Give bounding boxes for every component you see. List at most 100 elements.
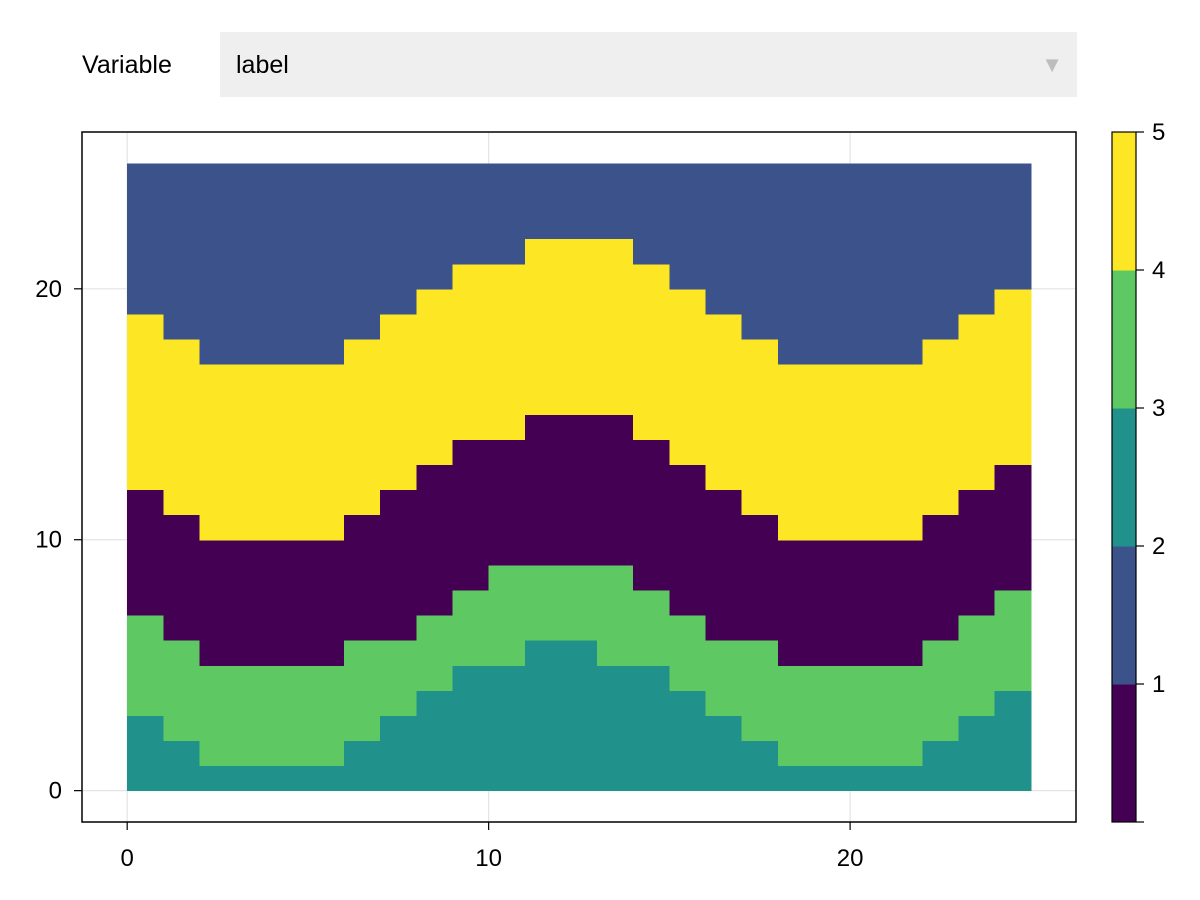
colorbar: 1 2 3 4 5 <box>1111 119 1165 823</box>
heatmap-cell-level-1 <box>994 464 1032 591</box>
heatmap-cell-level-5 <box>958 313 996 491</box>
heatmap-cell-level-1 <box>958 489 996 616</box>
heatmap-cell-level-2 <box>488 163 526 265</box>
heatmap-cell-level-2 <box>597 163 634 240</box>
heatmap-cell-level-2 <box>813 163 851 365</box>
heatmap-cell-level-4 <box>560 564 598 641</box>
heatmap-cell-level-5 <box>560 238 598 415</box>
heatmap-cell-level-2 <box>452 163 490 265</box>
heatmap-cell-level-4 <box>669 615 707 691</box>
heatmap-cell-level-3 <box>235 765 273 792</box>
heatmap-cell-level-2 <box>163 163 201 340</box>
colorbar-tick-label: 2 <box>1152 533 1165 560</box>
heatmap-cell-level-5 <box>886 364 923 541</box>
variable-dropdown[interactable]: label ▼ <box>220 32 1077 97</box>
heatmap-cell-level-2 <box>777 163 815 365</box>
heatmap-cell-level-3 <box>524 640 562 792</box>
heatmap-cell-level-3 <box>307 765 345 792</box>
x-tick-label: 10 <box>475 845 502 872</box>
heatmap-cell-level-1 <box>777 539 815 666</box>
heatmap-cell-level-2 <box>886 163 923 365</box>
heatmap-cell-level-3 <box>777 765 815 792</box>
heatmap-cell-level-4 <box>488 564 526 666</box>
y-tick-label: 20 <box>35 276 62 303</box>
heatmap-cell-level-1 <box>922 514 960 641</box>
heatmap-cell-level-1 <box>235 539 273 666</box>
heatmap-cell-level-3 <box>922 740 960 792</box>
heatmap-cell-level-2 <box>380 163 417 315</box>
heatmap-cell-level-1 <box>416 464 454 616</box>
heatmap-cell-level-2 <box>344 163 381 340</box>
heatmap-cell-level-4 <box>813 665 851 767</box>
heatmap-cell-level-2 <box>524 163 562 240</box>
heatmap-cell-level-5 <box>922 339 960 516</box>
heatmap-cell-level-4 <box>597 564 634 666</box>
heatmap-cell-level-1 <box>705 489 743 641</box>
variable-label: Variable <box>82 51 172 79</box>
y-tick-label: 0 <box>49 778 62 805</box>
heatmap-cell-level-3 <box>199 765 237 792</box>
heatmap-cell-level-2 <box>922 163 960 340</box>
heatmap-cell-level-3 <box>271 765 309 792</box>
heatmap-cell-level-5 <box>633 263 670 440</box>
heatmap-cell-level-5 <box>524 238 562 415</box>
controls-bar: Variable label ▼ <box>0 0 1200 120</box>
heatmap-cell-level-3 <box>705 715 743 792</box>
heatmap-cell-level-3 <box>669 690 707 792</box>
heatmap-cell-level-2 <box>127 163 164 315</box>
heatmap-cell-level-1 <box>597 414 634 566</box>
heatmap-cell-level-2 <box>958 163 996 315</box>
heatmap-cell-level-4 <box>922 640 960 742</box>
heatmap-cell-level-4 <box>307 665 345 767</box>
heatmap-cell-level-4 <box>163 640 201 742</box>
x-tick-label: 20 <box>837 845 864 872</box>
plot-frame <box>81 131 1077 823</box>
colorbar-segment-level-2 <box>1112 546 1136 685</box>
colorbar-segment-level-1 <box>1112 684 1136 823</box>
heatmap-cell-level-3 <box>127 715 164 792</box>
heatmap-cell-level-4 <box>705 640 743 716</box>
y-tick-label: 10 <box>35 527 62 554</box>
heatmap-cell-level-2 <box>271 163 309 365</box>
heatmap-cell-level-2 <box>199 163 237 365</box>
heatmap-cell-level-5 <box>741 339 779 516</box>
heatmap-cell-level-5 <box>380 313 417 491</box>
heatmap-cell-level-5 <box>994 288 1032 466</box>
colorbar-frame <box>1111 131 1137 823</box>
heatmap-cell-level-1 <box>741 514 779 641</box>
heatmap-cell-level-3 <box>416 690 454 792</box>
heatmap-cell-level-5 <box>488 263 526 440</box>
heatmap-cell-level-3 <box>633 665 670 792</box>
x-axis: 0 10 20 <box>121 822 864 872</box>
heatmap-cell-level-5 <box>163 339 201 516</box>
heatmap-cell-level-2 <box>416 163 454 290</box>
heatmap-cell-level-3 <box>452 665 490 792</box>
heatmap-cell-level-2 <box>994 163 1032 290</box>
heatmap-cell-level-1 <box>669 464 707 616</box>
heatmap-cell-level-3 <box>380 715 417 792</box>
heatmap-cell-level-5 <box>127 313 164 491</box>
y-axis: 0 10 20 <box>35 276 82 805</box>
heatmap-cell-level-3 <box>560 640 598 792</box>
heatmap-cell-level-1 <box>380 489 417 641</box>
heatmap-cell-level-5 <box>271 364 309 541</box>
heatmap-cell-level-1 <box>271 539 309 666</box>
heatmap-cell-level-4 <box>416 615 454 691</box>
heatmap-cell-level-5 <box>452 263 490 440</box>
heatmap-cell-level-1 <box>199 539 237 666</box>
heatmap-cell-level-5 <box>416 288 454 466</box>
variable-dropdown-value: label <box>236 51 289 79</box>
colorbar-tick-label: 4 <box>1152 257 1165 284</box>
heatmap-cell-level-2 <box>307 163 345 365</box>
heatmap-cell-level-3 <box>163 740 201 792</box>
heatmap-cell-level-3 <box>886 765 923 792</box>
heatmap-cell-level-5 <box>235 364 273 541</box>
heatmap-cell-level-4 <box>633 589 670 666</box>
heatmap-cell-level-4 <box>235 665 273 767</box>
heatmap-cell-level-5 <box>777 364 815 541</box>
heatmap-cell-level-5 <box>199 364 237 541</box>
heatmap-cell-level-4 <box>994 589 1032 691</box>
heatmap-cell-level-1 <box>307 539 345 666</box>
heatmap-cell-level-4 <box>344 640 381 742</box>
